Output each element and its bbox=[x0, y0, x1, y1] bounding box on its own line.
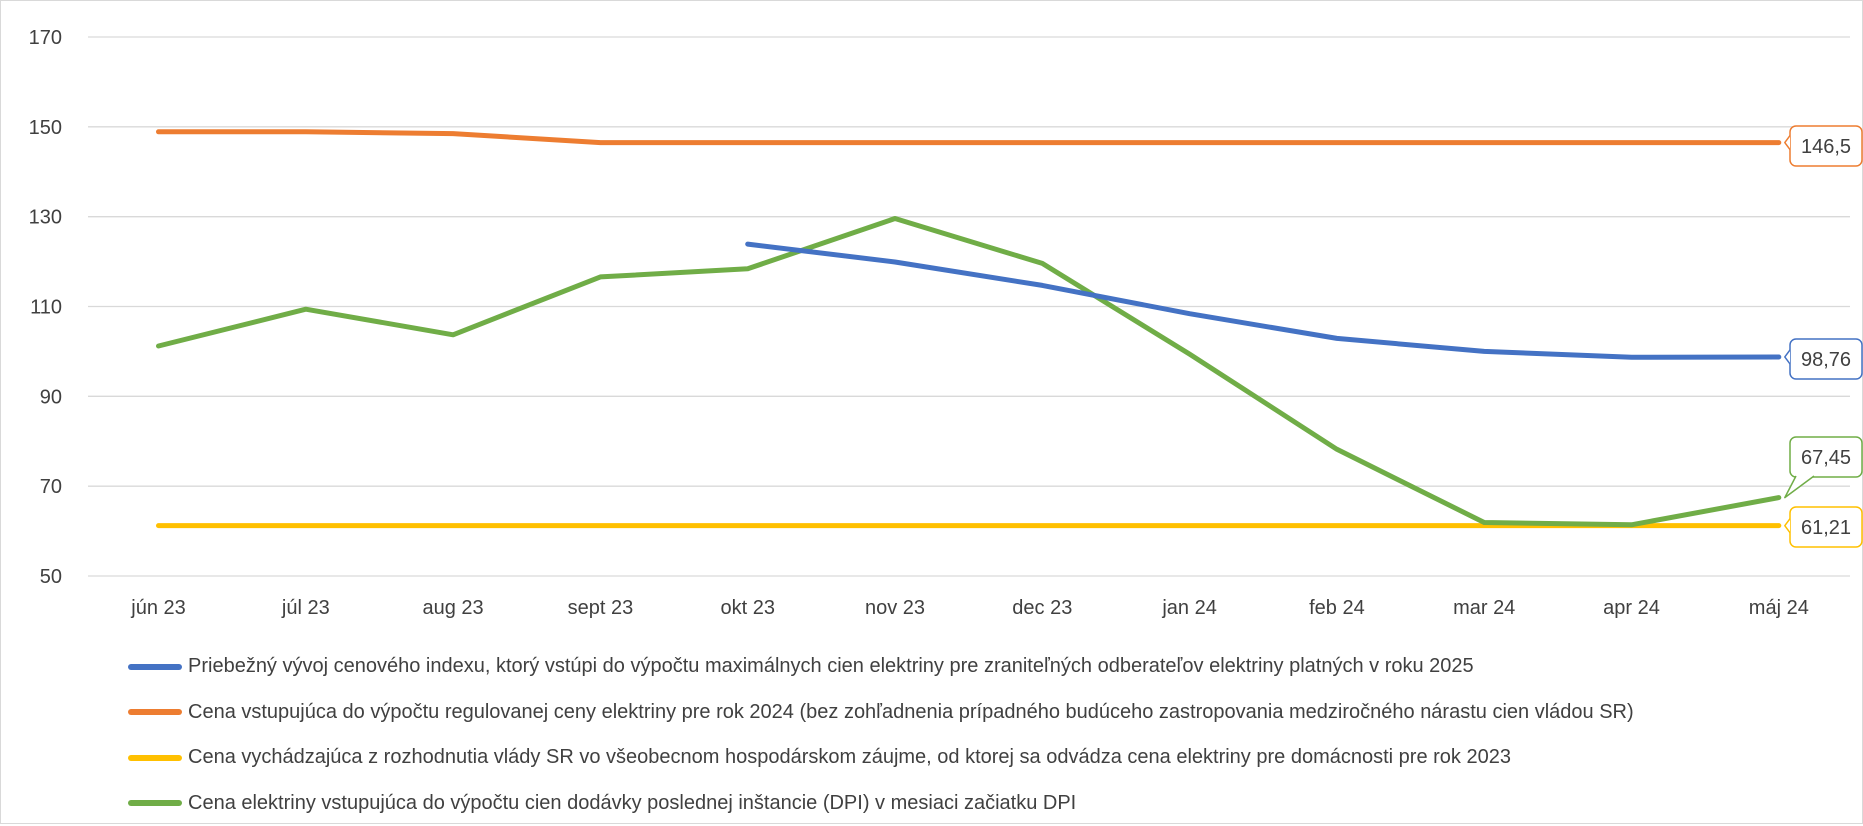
end-value-callout: 61,21 bbox=[1785, 507, 1862, 547]
x-tick-label: sept 23 bbox=[568, 597, 634, 619]
legend-swatch-blue bbox=[128, 664, 182, 670]
series-line-3 bbox=[159, 219, 1779, 525]
x-tick-label: feb 24 bbox=[1309, 597, 1365, 619]
x-tick-label: okt 23 bbox=[720, 597, 774, 619]
series-line-1 bbox=[159, 132, 1779, 143]
y-tick-label: 150 bbox=[29, 117, 62, 139]
x-tick-label: apr 24 bbox=[1603, 597, 1660, 619]
x-tick-label: aug 23 bbox=[423, 597, 484, 619]
legend-swatch-green bbox=[128, 800, 182, 806]
end-value-callout: 146,5 bbox=[1785, 126, 1862, 166]
legend-item-price-index: Priebežný vývoj cenového indexu, ktorý v… bbox=[128, 644, 1634, 690]
x-tick-label: jan 24 bbox=[1161, 597, 1217, 619]
legend-label: Cena elektriny vstupujúca do výpočtu cie… bbox=[188, 792, 1076, 815]
legend-item-dpi-price: Cena elektriny vstupujúca do výpočtu cie… bbox=[128, 781, 1634, 826]
line-chart: 50 70 90 110 130 150 170 jún 23 júl 23 aug 23 sep… bbox=[0, 0, 1863, 640]
y-axis-tick-labels: 50 70 90 110 130 150 170 bbox=[29, 27, 62, 588]
callout-pointer bbox=[1785, 350, 1790, 364]
legend-label: Cena vstupujúca do výpočtu regulovanej c… bbox=[188, 701, 1634, 724]
legend-swatch-orange bbox=[128, 709, 182, 715]
y-tick-label: 170 bbox=[29, 27, 62, 49]
x-tick-label: mar 24 bbox=[1453, 597, 1515, 619]
callout-value: 67,45 bbox=[1801, 447, 1851, 469]
x-tick-label: nov 23 bbox=[865, 597, 925, 619]
legend: Priebežný vývoj cenového indexu, ktorý v… bbox=[128, 644, 1634, 826]
x-axis-tick-labels: jún 23 júl 23 aug 23 sept 23 okt 23 nov 23 dec… bbox=[130, 597, 1809, 619]
y-tick-label: 90 bbox=[40, 386, 62, 408]
end-value-callout: 67,45 bbox=[1785, 437, 1862, 498]
legend-swatch-yellow bbox=[128, 755, 182, 761]
legend-item-regulated-price-2024: Cena vstupujúca do výpočtu regulovanej c… bbox=[128, 690, 1634, 736]
series-line-0 bbox=[748, 244, 1779, 357]
end-value-callout: 98,76 bbox=[1785, 339, 1862, 379]
x-tick-label: dec 23 bbox=[1012, 597, 1072, 619]
legend-label: Priebežný vývoj cenového indexu, ktorý v… bbox=[188, 655, 1474, 678]
x-tick-label: jún 23 bbox=[130, 597, 186, 619]
end-value-callouts: 146,5 98,76 67,45 61,21 bbox=[1785, 126, 1862, 547]
y-tick-label: 130 bbox=[29, 207, 62, 229]
y-tick-label: 70 bbox=[40, 476, 62, 498]
series-lines bbox=[159, 132, 1779, 526]
legend-label: Cena vychádzajúca z rozhodnutia vlády SR… bbox=[188, 746, 1511, 769]
callout-value: 146,5 bbox=[1801, 136, 1851, 158]
y-tick-label: 50 bbox=[40, 566, 62, 588]
callout-pointer bbox=[1785, 136, 1790, 150]
callout-value: 98,76 bbox=[1801, 349, 1851, 371]
y-tick-label: 110 bbox=[30, 297, 62, 319]
gridlines bbox=[88, 37, 1850, 576]
callout-pointer bbox=[1785, 519, 1790, 533]
x-tick-label: máj 24 bbox=[1749, 597, 1809, 619]
callout-value: 61,21 bbox=[1801, 517, 1851, 539]
legend-item-government-decision-price: Cena vychádzajúca z rozhodnutia vlády SR… bbox=[128, 735, 1634, 781]
x-tick-label: júl 23 bbox=[281, 597, 330, 619]
